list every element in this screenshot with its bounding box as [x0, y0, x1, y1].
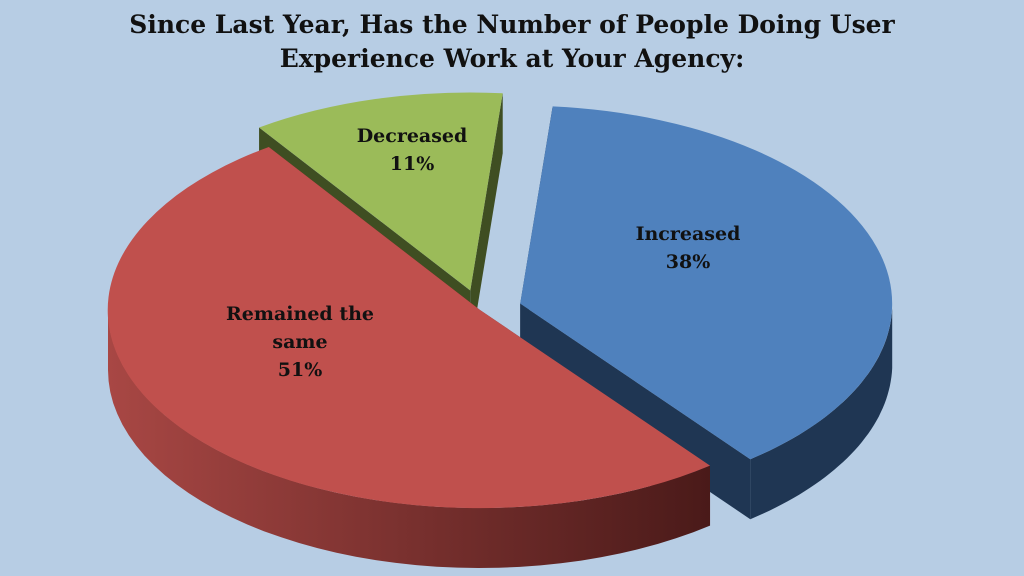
slice-value-label-1: 51% — [278, 359, 323, 381]
slice-label-0: Increased 38% — [636, 223, 741, 273]
chart-title: Since Last Year, Has the Number of Peopl… — [0, 8, 1024, 76]
pie-labels: Increased 38% Remained the same 51% Decreased… — [226, 125, 740, 381]
pie-slice-2 — [259, 92, 503, 291]
slice-name-line-2-0: Decreased — [357, 125, 468, 147]
slice-label-1: Remained the same 51% — [226, 303, 374, 381]
slice-value-label-2: 11% — [390, 153, 435, 175]
pie-slice-side-1 — [108, 310, 710, 568]
pie-slice-0 — [520, 106, 893, 460]
pie-slice-side-0 — [750, 303, 893, 520]
slice-name-line-0-0: Increased — [636, 223, 741, 245]
pie-slice-cut-2-1 — [470, 93, 503, 351]
pie-slice-1 — [107, 147, 710, 509]
chart-title-line-1: Since Last Year, Has the Number of Peopl… — [129, 10, 895, 39]
chart-title-line-2: Experience Work at Your Agency: — [279, 44, 745, 73]
slice-label-2: Decreased 11% — [357, 125, 468, 175]
slice-name-line-1-1: same — [272, 331, 327, 353]
pie-tops — [107, 92, 893, 509]
slice-value-label-0: 38% — [666, 251, 711, 273]
slice-name-line-1-0: Remained the — [226, 303, 374, 325]
